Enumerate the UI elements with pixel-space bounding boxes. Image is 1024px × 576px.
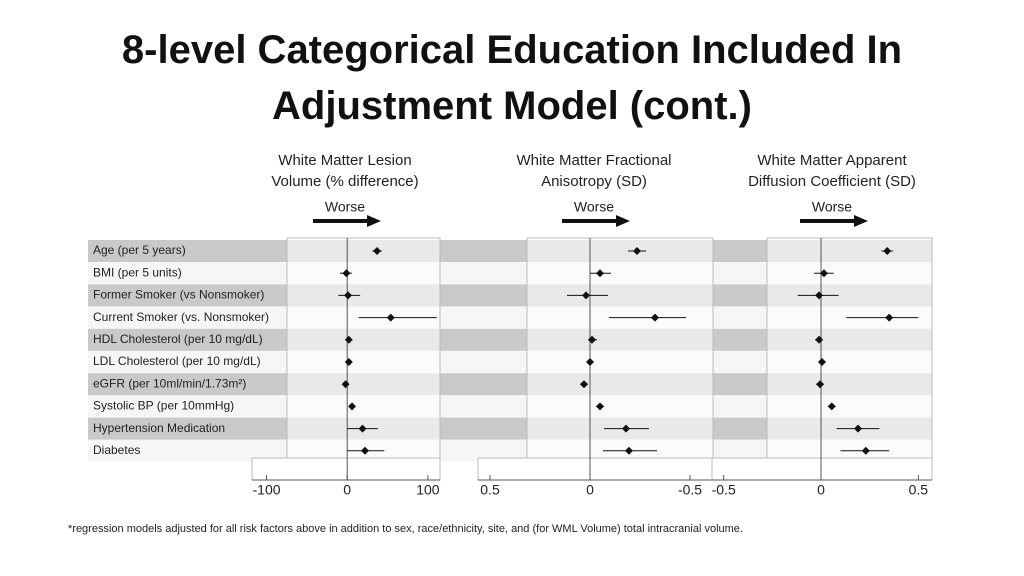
point-estimate bbox=[816, 380, 825, 389]
point-estimate bbox=[341, 380, 350, 389]
x-tick-label: 100 bbox=[416, 482, 440, 498]
point-estimate bbox=[348, 402, 357, 411]
row-label: Current Smoker (vs. Nonsmoker) bbox=[93, 310, 269, 324]
panel-title: Volume (% difference) bbox=[271, 173, 418, 190]
point-estimate bbox=[625, 446, 633, 455]
point-estimate bbox=[815, 291, 824, 300]
x-tick-label: 0 bbox=[817, 482, 825, 498]
point-estimate bbox=[580, 380, 588, 389]
x-tick-label: 0 bbox=[586, 482, 594, 498]
panel-title: White Matter Apparent bbox=[757, 152, 907, 169]
point-estimate bbox=[819, 269, 828, 278]
point-estimate bbox=[596, 402, 604, 411]
row-label: Age (per 5 years) bbox=[93, 243, 186, 257]
point-estimate bbox=[815, 335, 824, 344]
point-estimate bbox=[854, 424, 863, 433]
point-estimate bbox=[861, 446, 870, 455]
panel-title: White Matter Lesion bbox=[278, 152, 411, 169]
point-estimate bbox=[344, 335, 353, 344]
point-estimate bbox=[827, 402, 836, 411]
annotation: Worse bbox=[325, 199, 365, 215]
point-estimate bbox=[386, 313, 395, 322]
row-label: Diabetes bbox=[93, 443, 140, 457]
point-estimate bbox=[818, 358, 826, 366]
point-estimate bbox=[342, 269, 351, 278]
point-estimate bbox=[651, 313, 659, 322]
worse-arrow bbox=[562, 215, 630, 227]
point-estimate bbox=[373, 247, 382, 255]
worse-arrow bbox=[800, 215, 868, 227]
annotation: Worse bbox=[812, 199, 852, 215]
point-estimate bbox=[582, 291, 590, 300]
row-label: LDL Cholesterol (per 10 mg/dL) bbox=[93, 354, 261, 368]
axis-box bbox=[251, 457, 441, 481]
point-estimate bbox=[885, 313, 894, 322]
slide-title: 8-level Categorical Education Included I… bbox=[121, 28, 903, 128]
x-tick-label: -0.5 bbox=[678, 482, 702, 498]
point-estimate bbox=[588, 335, 596, 344]
point-estimate bbox=[344, 291, 353, 300]
axis-box bbox=[711, 457, 933, 481]
row-label: Hypertension Medication bbox=[93, 421, 225, 435]
row-label: BMI (per 5 units) bbox=[93, 265, 182, 279]
panel bbox=[766, 237, 933, 471]
point-estimate bbox=[586, 358, 594, 366]
panel-title: Anisotropy (SD) bbox=[541, 173, 647, 190]
annotation: Worse bbox=[574, 199, 614, 215]
axis-box bbox=[477, 457, 714, 481]
panel-title: Diffusion Coefficient (SD) bbox=[748, 173, 916, 190]
point-estimate bbox=[622, 424, 630, 433]
panel bbox=[526, 237, 714, 471]
point-estimate bbox=[360, 446, 369, 455]
row-label: HDL Cholesterol (per 10 mg/dL) bbox=[93, 332, 263, 346]
worse-arrow bbox=[313, 215, 381, 227]
panel bbox=[286, 237, 441, 471]
x-tick-label: -0.5 bbox=[712, 482, 736, 498]
row-label: Former Smoker (vs Nonsmoker) bbox=[93, 288, 264, 302]
x-tick-label: 0.5 bbox=[480, 482, 500, 498]
point-estimate bbox=[883, 247, 892, 255]
row-label: eGFR (per 10ml/min/1.73m²) bbox=[93, 376, 246, 390]
x-tick-label: -100 bbox=[253, 482, 281, 498]
point-estimate bbox=[344, 358, 353, 366]
panel-title: White Matter Fractional bbox=[516, 152, 671, 169]
point-estimate bbox=[596, 269, 604, 278]
x-tick-label: 0 bbox=[343, 482, 351, 498]
row-label: Systolic BP (per 10mmHg) bbox=[93, 399, 234, 413]
point-estimate bbox=[358, 424, 367, 433]
point-estimate bbox=[633, 247, 641, 255]
x-tick-label: 0.5 bbox=[909, 482, 929, 498]
footnote: *regression models adjusted for all risk… bbox=[68, 523, 743, 535]
